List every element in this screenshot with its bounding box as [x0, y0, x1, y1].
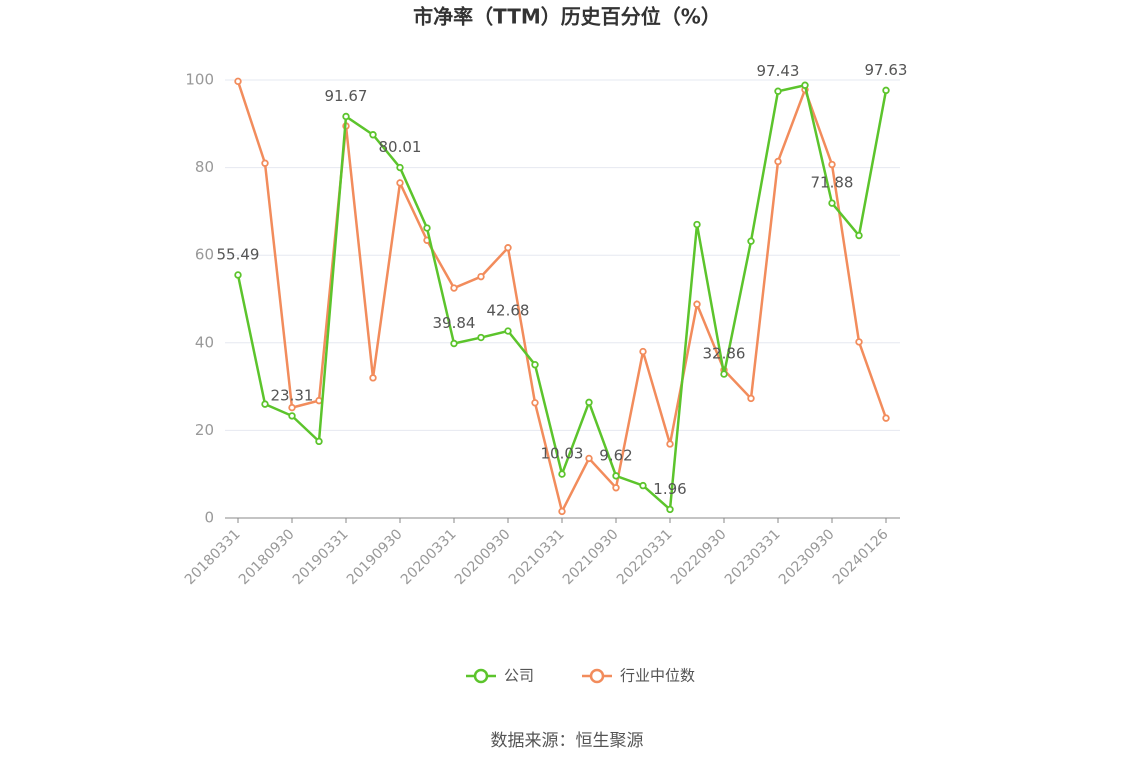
x-tick-label: 20190930 [344, 526, 406, 588]
data-point [531, 399, 539, 407]
x-tick-label: 20180331 [182, 526, 244, 588]
data-label: 55.49 [217, 245, 260, 263]
x-tick-label: 20180930 [236, 526, 298, 588]
data-point [558, 507, 566, 516]
data-point [504, 327, 512, 335]
legend-item[interactable]: 公司 [466, 667, 534, 685]
data-point [288, 403, 296, 412]
legend-label: 行业中位数 [620, 667, 695, 685]
data-point [747, 394, 755, 403]
data-point [423, 224, 431, 232]
data-point [369, 131, 377, 139]
data-point [477, 333, 485, 342]
data-point [477, 272, 485, 281]
data-point [504, 244, 512, 252]
legend-item[interactable]: 行业中位数 [582, 667, 695, 685]
data-label: 1.96 [653, 480, 686, 498]
legend-marker [589, 668, 605, 684]
x-tick-label: 20200930 [452, 526, 514, 588]
data-label: 10.03 [541, 445, 584, 463]
x-tick-label: 20220331 [614, 526, 676, 588]
data-point [666, 505, 674, 514]
data-point [774, 157, 782, 166]
data-point [612, 484, 620, 492]
data-point [585, 398, 593, 407]
data-label: 97.43 [757, 62, 800, 80]
data-point [396, 163, 404, 172]
y-tick-label: 40 [195, 333, 214, 351]
x-tick-label: 20190331 [290, 526, 352, 588]
data-point [369, 374, 377, 382]
data-point [450, 339, 458, 348]
data-point [693, 220, 701, 229]
y-tick-label: 80 [195, 158, 214, 176]
x-tick-label: 20230930 [776, 526, 838, 588]
data-point [720, 370, 728, 378]
data-point [747, 237, 755, 245]
data-label: 97.63 [865, 61, 908, 79]
data-point [288, 412, 296, 420]
x-tick-label: 20220930 [668, 526, 730, 588]
data-label: 91.67 [325, 87, 368, 105]
source-note: 数据来源：恒生聚源 [491, 731, 644, 751]
y-tick-label: 0 [204, 509, 214, 527]
x-tick-label: 20240126 [830, 526, 892, 588]
data-label: 71.88 [811, 174, 854, 192]
data-point [558, 470, 566, 478]
data-point [315, 437, 323, 446]
data-point [828, 199, 836, 207]
y-tick-label: 100 [185, 71, 214, 89]
data-point [801, 81, 809, 89]
x-tick-label: 20230331 [722, 526, 784, 588]
data-point [666, 440, 674, 448]
chart-title: 市净率（TTM）历史百分位（%） [413, 5, 721, 29]
data-label: 80.01 [379, 138, 422, 156]
data-label: 23.31 [271, 386, 314, 404]
legend-label: 公司 [504, 667, 534, 685]
x-tick-label: 20210331 [506, 526, 568, 588]
data-point [639, 347, 647, 356]
data-point [855, 338, 863, 346]
data-point [882, 414, 890, 422]
data-point [612, 472, 620, 480]
data-point [531, 361, 539, 369]
data-point [234, 271, 242, 279]
y-tick-label: 20 [195, 421, 214, 439]
data-point [855, 231, 863, 240]
data-point [342, 112, 350, 121]
data-label: 32.86 [703, 345, 746, 363]
data-point [639, 481, 647, 490]
data-label: 39.84 [433, 314, 476, 332]
data-point [774, 87, 782, 95]
data-label: 42.68 [487, 302, 530, 320]
data-point [396, 179, 404, 187]
data-point [315, 396, 323, 405]
y-tick-label: 60 [195, 246, 214, 264]
data-point [693, 300, 701, 308]
data-point [828, 160, 836, 169]
x-tick-label: 20210930 [560, 526, 622, 588]
legend-marker [473, 668, 489, 684]
x-tick-label: 20200331 [398, 526, 460, 588]
data-point [234, 77, 242, 86]
data-point [261, 159, 269, 167]
data-point [450, 284, 458, 292]
data-label: 9.62 [599, 446, 632, 464]
data-point [261, 400, 269, 408]
data-point [882, 86, 890, 95]
data-point [585, 454, 593, 463]
